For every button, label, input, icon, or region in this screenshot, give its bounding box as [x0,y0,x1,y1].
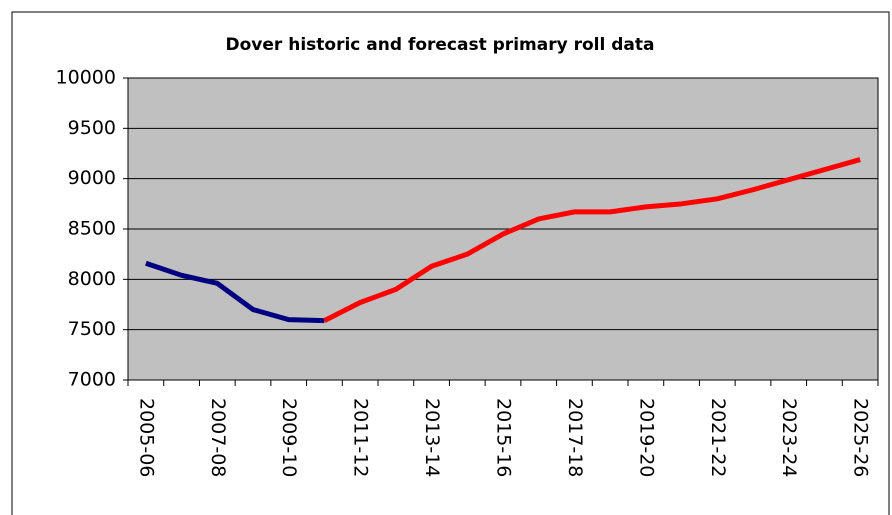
x-tick-label: 2017-18 [564,398,586,477]
series-line [145,260,325,324]
y-tick-label: 10000 [56,67,116,89]
x-tick-label: 2025-26 [850,398,872,477]
chart-title: Dover historic and forecast primary roll… [226,35,655,55]
x-tick-label: 2023-24 [778,398,800,477]
x-tick-label: 2007-08 [207,398,229,477]
y-tick-label: 7500 [68,318,116,340]
plot-border [127,77,879,381]
x-tick-label: 2019-20 [635,398,657,477]
x-tick-label: 2009-10 [278,398,300,477]
x-tick-label: 2005-06 [135,398,157,477]
y-tick-label: 9000 [68,167,116,189]
y-tick-label: 8500 [68,218,116,240]
y-tick-label: 8000 [68,268,116,290]
x-tick-label: 2013-14 [421,398,443,477]
series-line [323,157,861,323]
x-tick-label: 2015-16 [493,398,515,477]
x-tick-label: 2011-12 [350,398,372,477]
y-tick-label: 9500 [68,117,116,139]
x-tick-label: 2021-22 [707,398,729,477]
y-tick-label: 7000 [68,369,116,391]
